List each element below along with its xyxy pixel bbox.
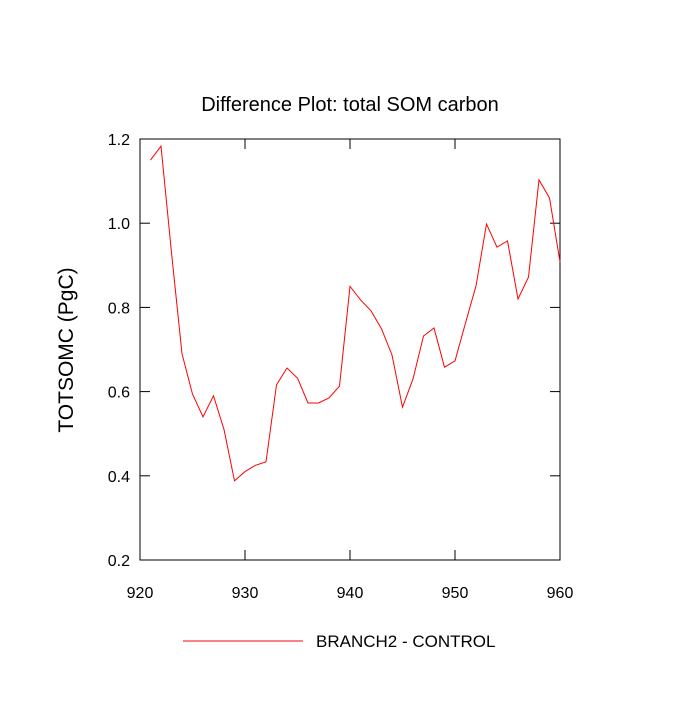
x-tick-label: 930 (232, 585, 259, 602)
legend-label: BRANCH2 - CONTROL (316, 632, 495, 651)
y-tick-label: 1.0 (108, 216, 130, 233)
data-line (150, 144, 561, 482)
plot-frame (139, 138, 561, 561)
y-tick-label: 0.6 (108, 385, 130, 402)
x-tick-label: 920 (127, 585, 154, 602)
x-tick-label: 950 (442, 585, 469, 602)
y-tick-label: 1.2 (108, 132, 130, 149)
y-axis-label: TOTSOMC (PgC) (55, 267, 78, 432)
chart-title: Difference Plot: total SOM carbon (201, 94, 499, 116)
y-tick-label: 0.2 (108, 553, 130, 570)
y-tick-label: 0.8 (108, 300, 130, 317)
x-tick-label: 960 (547, 585, 574, 602)
x-tick-label: 940 (337, 585, 364, 602)
y-tick-label: 0.4 (108, 469, 130, 486)
